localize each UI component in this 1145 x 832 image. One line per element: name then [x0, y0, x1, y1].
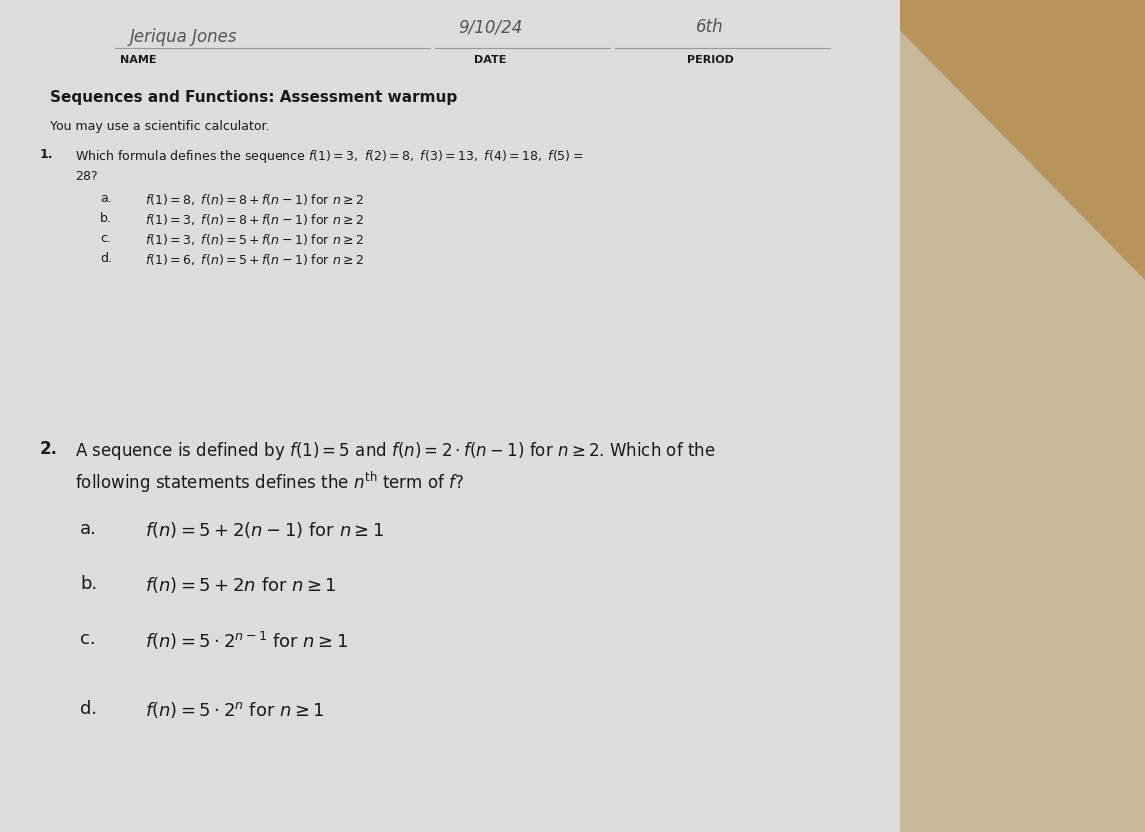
Text: $f(n)=5+2(n-1)$ for $n \geq 1$: $f(n)=5+2(n-1)$ for $n \geq 1$ — [145, 520, 385, 540]
Text: b.: b. — [100, 212, 112, 225]
Text: $28?$: $28?$ — [76, 170, 98, 183]
Text: b.: b. — [80, 575, 97, 593]
Text: $f(n)=5 \cdot 2^{n-1}$ for $n \geq 1$: $f(n)=5 \cdot 2^{n-1}$ for $n \geq 1$ — [145, 630, 348, 652]
Text: A sequence is defined by $f(1)=5$ and $f(n)=2 \cdot f(n-1)$ for $n \geq 2$. Whic: A sequence is defined by $f(1)=5$ and $f… — [76, 440, 716, 462]
Text: $f(1)=3,\ f(n)=8+f(n-1)$ for $n \geq 2$: $f(1)=3,\ f(n)=8+f(n-1)$ for $n \geq 2$ — [145, 212, 364, 227]
Text: $f(1)=6,\ f(n)=5+f(n-1)$ for $n \geq 2$: $f(1)=6,\ f(n)=5+f(n-1)$ for $n \geq 2$ — [145, 252, 364, 267]
Text: d.: d. — [100, 252, 112, 265]
Text: Sequences and Functions: Assessment warmup: Sequences and Functions: Assessment warm… — [50, 90, 457, 105]
Polygon shape — [870, 0, 1145, 280]
Text: NAME: NAME — [120, 55, 157, 65]
Text: c.: c. — [80, 630, 96, 648]
Text: You may use a scientific calculator.: You may use a scientific calculator. — [50, 120, 269, 133]
Text: 6th: 6th — [696, 18, 724, 36]
Text: 9/10/24: 9/10/24 — [458, 18, 522, 36]
Bar — [0, 0, 900, 832]
Text: c.: c. — [100, 232, 111, 245]
Text: 2.: 2. — [40, 440, 58, 458]
Text: $f(1)=8,\ f(n)=8+f(n-1)$ for $n \geq 2$: $f(1)=8,\ f(n)=8+f(n-1)$ for $n \geq 2$ — [145, 192, 364, 207]
Text: $f(n)=5+2n$ for $n \geq 1$: $f(n)=5+2n$ for $n \geq 1$ — [145, 575, 337, 595]
Text: $f(n)=5 \cdot 2^{n}$ for $n \geq 1$: $f(n)=5 \cdot 2^{n}$ for $n \geq 1$ — [145, 700, 325, 720]
Text: a.: a. — [100, 192, 112, 205]
Text: following statements defines the $n^{\mathrm{th}}$ term of $f$?: following statements defines the $n^{\ma… — [76, 470, 464, 495]
Text: Which formula defines the sequence $f(1)=3,\ f(2)=8,\ f(3)=13,\ f(4)=18,\ f(5)=$: Which formula defines the sequence $f(1)… — [76, 148, 584, 165]
Text: a.: a. — [80, 520, 97, 538]
Text: $f(1)=3,\ f(n)=5+f(n-1)$ for $n \geq 2$: $f(1)=3,\ f(n)=5+f(n-1)$ for $n \geq 2$ — [145, 232, 364, 247]
Text: Jeriqua Jones: Jeriqua Jones — [131, 28, 237, 46]
Text: d.: d. — [80, 700, 97, 718]
Text: PERIOD: PERIOD — [687, 55, 734, 65]
Text: DATE: DATE — [474, 55, 506, 65]
Text: 1.: 1. — [40, 148, 54, 161]
